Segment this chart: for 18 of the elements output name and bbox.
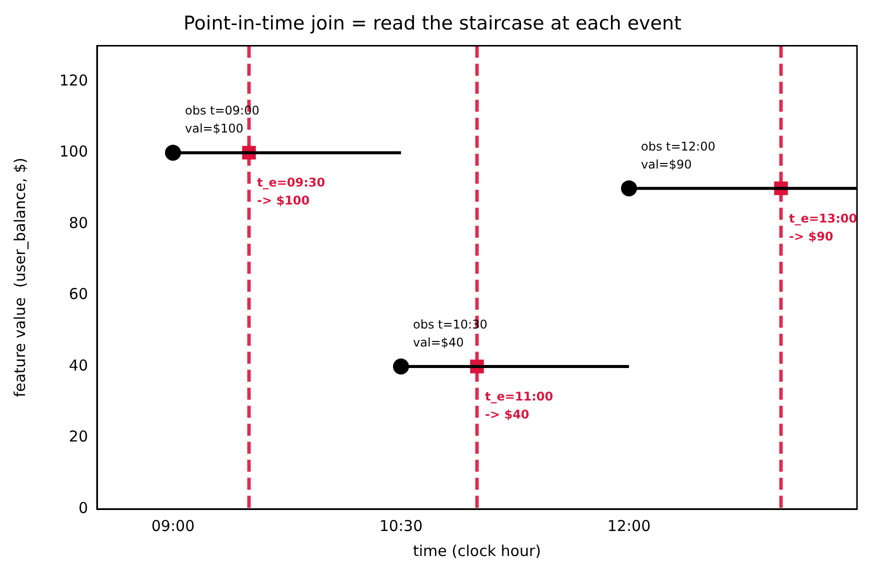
x-tick-label: 09:00 xyxy=(151,516,195,535)
y-tick-label: 40 xyxy=(68,356,88,374)
annotation: obs t=09:00 val=$100 xyxy=(185,104,260,136)
x-tick-label: 12:00 xyxy=(607,516,651,535)
y-tick-label: 120 xyxy=(59,71,88,90)
annotation: t_e=09:30 -> $100 xyxy=(257,176,326,208)
y-axis-title: feature value (user_balance, $) xyxy=(10,158,29,398)
x-tick-label: 10:30 xyxy=(379,516,423,535)
y-tick-label: 80 xyxy=(68,214,88,232)
annotation: t_e=13:00 -> $90 xyxy=(789,211,858,244)
annotation: t_e=11:00 -> $40 xyxy=(485,389,554,422)
y-tick-label: 100 xyxy=(59,142,88,161)
y-tick-label: 0 xyxy=(78,498,88,517)
chart-title: Point-in-time join = read the staircase at each event xyxy=(184,12,682,34)
annotation: obs t=12:00 val=$90 xyxy=(641,139,716,172)
y-tick-label: 20 xyxy=(68,428,88,446)
y-tick-label: 60 xyxy=(68,285,88,304)
x-axis-title: time (clock hour) xyxy=(412,542,542,560)
